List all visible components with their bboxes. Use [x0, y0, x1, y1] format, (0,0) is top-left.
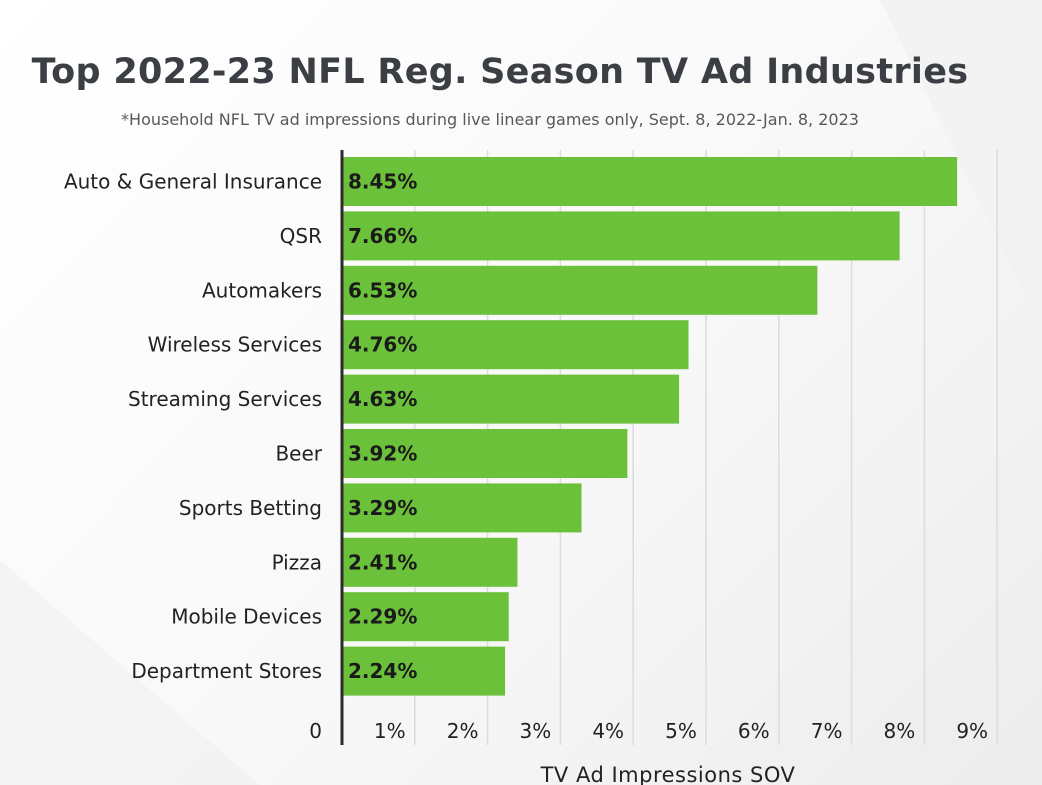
bars: [343, 157, 958, 696]
bar: [343, 320, 689, 370]
x-axis-title: TV Ad Impressions SOV: [540, 763, 796, 785]
value-label: 8.45%: [348, 170, 417, 194]
x-tick-label: 0: [309, 719, 322, 743]
bar: [343, 537, 518, 587]
bar: [343, 646, 506, 696]
bar: [343, 374, 680, 424]
value-label: 4.63%: [348, 387, 417, 411]
value-label: 7.66%: [348, 224, 417, 248]
bar: [343, 429, 628, 478]
bar: [343, 483, 582, 533]
category-label: Beer: [275, 442, 322, 466]
value-label: 3.92%: [348, 442, 417, 466]
x-tick-label: 4%: [592, 719, 624, 743]
bar: [343, 211, 900, 261]
category-label: Mobile Devices: [171, 605, 322, 629]
value-label: 3.29%: [348, 496, 417, 520]
labels: Auto & General Insurance 8.45% QSR 7.66% Aut…: [64, 170, 417, 684]
value-label: 4.76%: [348, 333, 417, 357]
category-label: QSR: [280, 224, 322, 248]
bar: [343, 592, 509, 642]
category-label: Department Stores: [131, 659, 322, 683]
x-axis-ticks: 0 1% 2% 3% 4% 5% 6% 7% 8% 9%: [309, 719, 988, 743]
x-tick-label: 9%: [956, 719, 988, 743]
x-tick-label: 7%: [811, 719, 843, 743]
value-label: 6.53%: [348, 278, 417, 302]
x-tick-label: 8%: [884, 719, 916, 743]
x-tick-label: 1%: [374, 719, 406, 743]
category-label: Auto & General Insurance: [64, 170, 322, 194]
bar: [343, 157, 958, 206]
x-tick-label: 6%: [738, 719, 770, 743]
category-label: Streaming Services: [128, 387, 322, 411]
x-tick-label: 5%: [665, 719, 697, 743]
value-label: 2.29%: [348, 605, 417, 629]
chart-title: Top 2022-23 NFL Reg. Season TV Ad Indust…: [31, 52, 969, 92]
category-label: Wireless Services: [148, 333, 322, 357]
category-label: Automakers: [202, 278, 322, 302]
chart-subtitle: *Household NFL TV ad impressions during …: [121, 110, 859, 129]
category-label: Pizza: [272, 550, 322, 574]
value-label: 2.41%: [348, 550, 417, 574]
value-label: 2.24%: [348, 659, 417, 683]
bar: [343, 265, 818, 315]
x-tick-label: 2%: [447, 719, 479, 743]
category-label: Sports Betting: [179, 496, 322, 520]
x-tick-label: 3%: [520, 719, 552, 743]
